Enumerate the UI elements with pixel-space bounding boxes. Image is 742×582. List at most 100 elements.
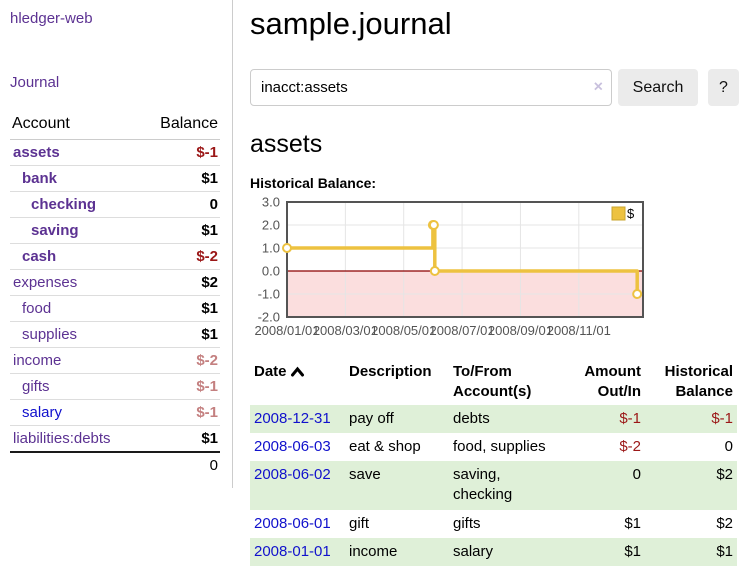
main-content: sample.journal × Search ? assets Histori… — [250, 0, 740, 567]
balance-cell: $1 — [716, 542, 733, 560]
page-title: sample.journal — [250, 6, 452, 41]
accounts-cell: saving, checking — [453, 466, 513, 504]
y-tick-label: 3.0 — [262, 197, 280, 210]
account-row: salary $-1 — [10, 399, 220, 426]
description-cell: income — [349, 542, 398, 560]
account-row: expenses $2 — [10, 269, 220, 296]
balance-cell: $2 — [716, 466, 733, 484]
x-tick-label: 2008/09/01 — [488, 323, 553, 338]
historical-balance-chart: $3.0 2.0 1.0 0.0 -1.0 -2.02008/01/012008/03/0… — [254, 197, 644, 338]
account-row: gifts $-1 — [10, 373, 220, 400]
account-row: bank $1 — [10, 165, 220, 192]
register-row: 2008-01-01 income salary $1 $1 — [250, 537, 737, 567]
accounts-table: Account Balance assets $-1 bank $1 checking 0… — [10, 112, 220, 478]
x-tick-label: 2008/05/01 — [371, 323, 436, 338]
account-link[interactable]: liabilities:debts — [13, 430, 111, 447]
data-point-marker — [632, 289, 643, 300]
register-table: Date Description To/From Account(s) Amou… — [250, 360, 737, 567]
account-link[interactable]: gifts — [22, 378, 50, 395]
data-point-marker — [428, 220, 439, 231]
clear-search-icon[interactable]: × — [593, 78, 603, 96]
account-balance: $1 — [141, 165, 220, 192]
data-point-marker — [429, 266, 440, 277]
plot-border — [286, 201, 644, 319]
app-title-link[interactable]: hledger-web — [10, 10, 93, 27]
accounts-total-value: 0 — [141, 451, 220, 478]
account-link[interactable]: bank — [22, 170, 58, 187]
account-balance: $1 — [141, 321, 220, 348]
register-body: 2008-12-31 pay off debts $-1 $-1 2008-06-03 ea… — [250, 404, 737, 567]
search-input[interactable] — [250, 69, 612, 107]
col-header-accounts: To/From Account(s) — [453, 363, 532, 401]
x-tick-label: 2008/11/01 — [547, 323, 611, 338]
search-button[interactable]: Search — [618, 69, 698, 107]
chart-title: Historical Balance: — [250, 175, 377, 192]
col-header-description: Description — [349, 363, 432, 381]
journal-nav-link[interactable]: Journal — [10, 74, 60, 91]
description-cell: eat & shop — [349, 437, 421, 455]
amount-cell: $-1 — [619, 409, 641, 427]
col-header-date[interactable]: Date — [250, 360, 345, 405]
search-input-wrap: × — [250, 69, 612, 107]
account-link[interactable]: food — [22, 300, 52, 317]
y-tick-label: -1.0 — [258, 287, 280, 302]
account-link[interactable]: assets — [13, 144, 60, 161]
x-tick-label: 2008/07/01 — [430, 323, 495, 338]
date-link[interactable]: 2008-01-01 — [254, 542, 331, 560]
date-link[interactable]: 2008-12-31 — [254, 409, 331, 427]
sort-asc-icon — [290, 366, 304, 377]
register-row: 2008-06-03 eat & shop food, supplies $-2 0 — [250, 433, 737, 461]
accounts-total-row: 0 — [10, 451, 220, 478]
balance-cell: 0 — [724, 437, 733, 455]
account-balance: $-1 — [141, 373, 220, 400]
x-tick-label: 2008/01/01 — [254, 323, 319, 338]
account-row: saving $1 — [10, 217, 220, 244]
balance-cell: $-1 — [711, 409, 733, 427]
account-link[interactable]: saving — [31, 222, 79, 239]
account-balance: $-2 — [141, 347, 220, 374]
accounts-body: assets $-1 bank $1 checking 0 saving $1 cash $-2 e… — [10, 139, 220, 453]
y-tick-label: 2.0 — [262, 218, 280, 233]
description-cell: gift — [349, 514, 370, 532]
accounts-cell: food, supplies — [453, 437, 546, 455]
account-row: liabilities:debts $1 — [10, 426, 220, 453]
account-link[interactable]: supplies — [22, 326, 78, 343]
account-row: food $1 — [10, 295, 220, 322]
account-balance: $1 — [141, 295, 220, 322]
legend-label: $ — [627, 206, 635, 221]
x-tick-label: 2008/03/01 — [313, 323, 378, 338]
account-link[interactable]: income — [13, 352, 62, 369]
date-link[interactable]: 2008-06-03 — [254, 437, 331, 455]
register-row: 2008-06-02 save saving, checking 0 $2 — [250, 461, 737, 510]
account-link[interactable]: expenses — [13, 274, 78, 291]
account-row: supplies $1 — [10, 321, 220, 348]
account-balance: $1 — [201, 430, 218, 447]
account-balance: 0 — [141, 191, 220, 218]
account-row: checking 0 — [10, 191, 220, 218]
account-link[interactable]: checking — [31, 196, 97, 213]
date-link[interactable]: 2008-06-01 — [254, 514, 331, 532]
account-balance: $-2 — [141, 243, 220, 270]
amount-cell: 0 — [632, 466, 641, 484]
sidebar: hledger-web Journal Account Balance asse… — [0, 0, 233, 488]
account-balance: $1 — [141, 217, 220, 244]
account-balance: $2 — [141, 269, 220, 296]
description-cell: save — [349, 466, 381, 484]
y-tick-label: 0.0 — [262, 264, 280, 279]
data-point-marker — [282, 243, 292, 254]
legend-swatch — [611, 206, 626, 221]
register-row: 2008-12-31 pay off debts $-1 $-1 — [250, 404, 737, 433]
help-button[interactable]: ? — [708, 69, 739, 107]
amount-cell: $1 — [624, 514, 641, 532]
account-link[interactable]: salary — [22, 404, 63, 421]
accounts-header-balance: Balance — [141, 112, 220, 140]
y-tick-label: -2.0 — [258, 310, 280, 325]
account-title: assets — [250, 130, 323, 159]
y-tick-label: 1.0 — [262, 241, 280, 256]
col-header-balance: Historical Balance — [664, 363, 733, 401]
date-link[interactable]: 2008-06-02 — [254, 466, 331, 484]
balance-cell: $2 — [716, 514, 733, 532]
amount-cell: $-2 — [619, 437, 641, 455]
account-link[interactable]: cash — [22, 248, 57, 265]
account-row: assets $-1 — [10, 139, 220, 166]
